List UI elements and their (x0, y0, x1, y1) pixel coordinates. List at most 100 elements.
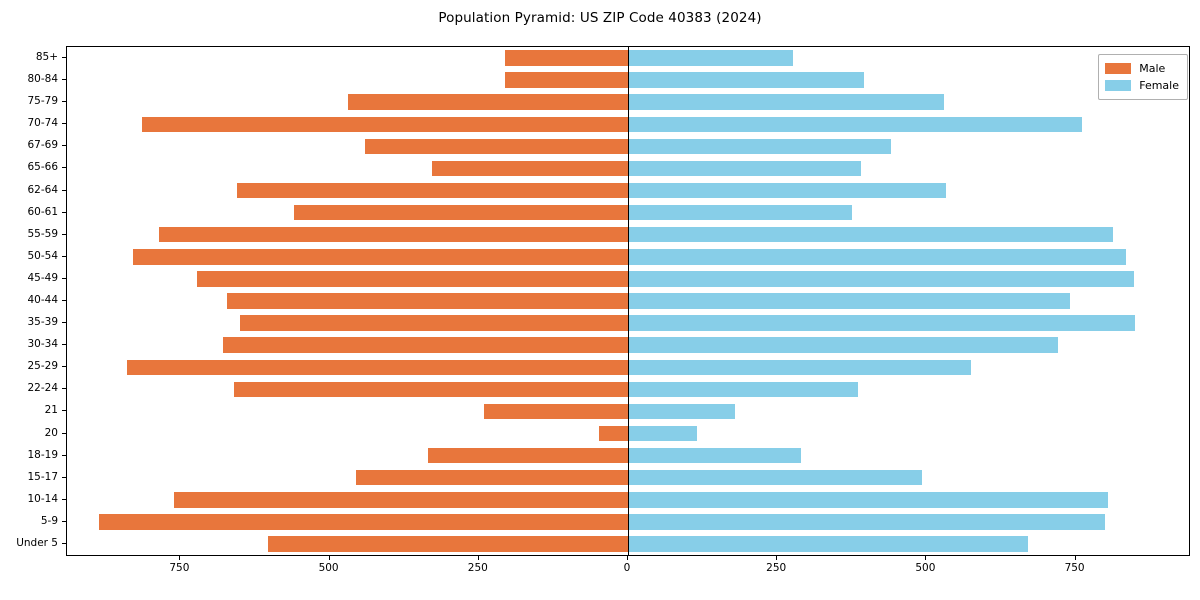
y-axis-tick-label: 62-64 (27, 183, 58, 196)
bar-male[interactable] (99, 514, 628, 530)
chart-legend: Male Female (1098, 54, 1188, 100)
bar-female[interactable] (628, 403, 736, 420)
bar-row (67, 403, 1189, 420)
bar-row (67, 94, 1189, 110)
x-axis-tick-mark (179, 556, 181, 560)
bar-row (67, 536, 1189, 552)
y-axis-tick-label: 35-39 (27, 316, 58, 329)
bar-female[interactable] (628, 492, 1109, 508)
y-axis-tick-label: 30-34 (27, 338, 58, 351)
x-axis-tick-label: 750 (169, 562, 190, 574)
zero-axis-line (628, 47, 629, 555)
y-axis-tick-label: 60-61 (27, 205, 58, 218)
y-axis-tick-mark (62, 277, 66, 279)
bar-female[interactable] (628, 381, 858, 398)
bar-male[interactable] (174, 492, 628, 508)
y-axis-tick-mark (62, 322, 66, 324)
bar-male[interactable] (356, 469, 628, 486)
bar-male[interactable] (240, 315, 628, 331)
bar-male[interactable] (141, 116, 628, 133)
y-axis-tick-mark (62, 454, 66, 456)
y-axis-tick-label: 5-9 (40, 514, 58, 527)
legend-swatch-female (1105, 80, 1132, 91)
bar-female[interactable] (628, 116, 1082, 133)
y-axis-tick-mark (62, 498, 66, 500)
bar-female[interactable] (628, 293, 1070, 309)
y-axis-tick-label: 75-79 (27, 95, 58, 108)
legend-label-male: Male (1139, 62, 1166, 75)
y-axis-tick-label: 21 (44, 404, 58, 417)
bar-female[interactable] (628, 514, 1106, 530)
y-axis-tick-mark (62, 432, 66, 434)
y-axis-tick-mark (62, 211, 66, 213)
bar-male[interactable] (505, 72, 628, 88)
y-axis-tick-mark (62, 542, 66, 544)
bar-row (67, 160, 1189, 177)
bar-male[interactable] (293, 204, 628, 221)
bar-male[interactable] (505, 50, 628, 66)
bar-female[interactable] (628, 94, 945, 110)
y-axis-tick-label: 85+ (35, 51, 58, 64)
bar-female[interactable] (628, 160, 861, 177)
x-axis-tick-mark (1074, 556, 1076, 560)
bar-row (67, 204, 1189, 221)
bar-female[interactable] (628, 536, 1028, 552)
bar-female[interactable] (628, 138, 891, 155)
bar-female[interactable] (628, 50, 794, 66)
bar-female[interactable] (628, 447, 802, 464)
bar-row (67, 469, 1189, 486)
y-axis-tick-label: 40-44 (27, 294, 58, 306)
bar-male[interactable] (132, 249, 628, 265)
legend-label-female: Female (1139, 79, 1179, 92)
bar-female[interactable] (628, 359, 972, 375)
bar-male[interactable] (234, 381, 628, 398)
bar-female[interactable] (628, 271, 1135, 287)
bar-female[interactable] (628, 337, 1058, 353)
bar-male[interactable] (432, 160, 628, 177)
bar-female[interactable] (628, 315, 1136, 331)
bar-row (67, 293, 1189, 309)
x-axis-tick-label: 750 (1064, 562, 1085, 574)
bar-female[interactable] (628, 204, 852, 221)
legend-swatch-male (1105, 63, 1132, 74)
bar-female[interactable] (628, 249, 1127, 265)
y-axis-tick-label: 65-66 (27, 161, 58, 174)
bar-male[interactable] (158, 227, 628, 243)
y-axis-tick-mark (62, 145, 66, 147)
bar-male[interactable] (223, 337, 628, 353)
bar-row (67, 492, 1189, 508)
bar-female[interactable] (628, 425, 698, 442)
bar-male[interactable] (483, 403, 628, 420)
bar-male[interactable] (226, 293, 628, 309)
x-axis-tick-mark (627, 556, 628, 560)
bar-male[interactable] (126, 359, 628, 375)
bar-male[interactable] (365, 138, 628, 155)
bar-male[interactable] (267, 536, 628, 552)
bar-female[interactable] (628, 469, 922, 486)
bar-male[interactable] (428, 447, 628, 464)
bar-row (67, 315, 1189, 331)
y-axis-tick-label: 20 (44, 426, 58, 439)
bar-male[interactable] (599, 425, 628, 442)
bar-row (67, 381, 1189, 398)
bar-female[interactable] (628, 227, 1114, 243)
bar-male[interactable] (237, 182, 628, 199)
plot-area (66, 46, 1190, 556)
bar-row (67, 50, 1189, 66)
bar-row (67, 227, 1189, 243)
y-axis-tick-mark (62, 233, 66, 235)
bar-row (67, 271, 1189, 287)
y-axis-tick-label: 25-29 (27, 360, 58, 373)
legend-item-female[interactable]: Female (1105, 77, 1179, 94)
legend-item-male[interactable]: Male (1105, 60, 1179, 77)
x-axis-tick-label: 250 (766, 562, 787, 574)
bar-male[interactable] (348, 94, 628, 110)
bar-female[interactable] (628, 72, 865, 88)
bar-male[interactable] (196, 271, 628, 287)
y-axis-tick-mark (62, 79, 66, 81)
bar-row (67, 72, 1189, 88)
bar-female[interactable] (628, 182, 947, 199)
bar-row (67, 514, 1189, 530)
y-axis-tick-mark (62, 101, 66, 103)
